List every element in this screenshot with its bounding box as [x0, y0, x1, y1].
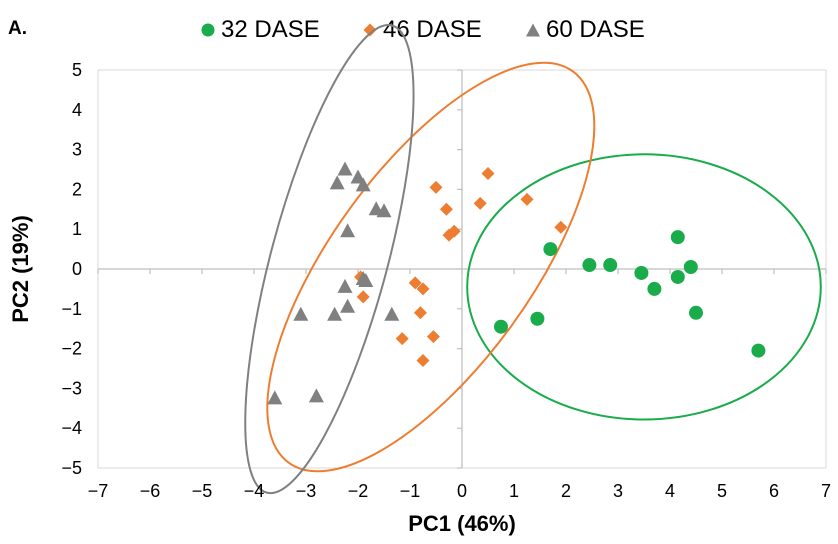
y-tick-label: 4	[72, 100, 82, 120]
point-series-2	[384, 306, 400, 321]
point-series-2	[350, 169, 366, 184]
point-series-0	[670, 269, 685, 284]
x-tick-label: −3	[296, 481, 317, 501]
x-tick-label: 6	[769, 481, 779, 501]
point-series-0	[634, 265, 649, 280]
y-tick-label: −3	[61, 378, 82, 398]
y-tick-label: −1	[61, 299, 82, 319]
point-series-0	[670, 230, 685, 245]
point-series-2	[329, 175, 345, 190]
point-series-1	[520, 192, 534, 206]
x-tick-label: 7	[821, 481, 831, 501]
point-series-1	[554, 220, 568, 234]
x-tick-label: −7	[88, 481, 109, 501]
point-series-1	[447, 224, 461, 238]
point-series-2	[293, 306, 309, 321]
legend: 32 DASE 46 DASE 60 DASE	[0, 16, 838, 46]
point-series-0	[530, 311, 545, 326]
point-series-2	[337, 278, 353, 293]
point-series-2	[355, 177, 371, 192]
y-tick-label: −2	[61, 339, 82, 359]
axes	[97, 69, 827, 469]
x-tick-label: −4	[244, 481, 265, 501]
point-series-1	[408, 276, 422, 290]
y-tick-label: −5	[61, 458, 82, 478]
point-series-0	[683, 260, 698, 275]
point-series-0	[751, 343, 766, 358]
legend-entry-series-0: 32 DASE	[200, 16, 320, 44]
data-points	[267, 161, 766, 405]
point-series-2	[308, 388, 324, 403]
point-series-1	[426, 330, 440, 344]
point-series-1	[481, 166, 495, 180]
point-series-0	[582, 258, 597, 273]
x-tick-label: 3	[613, 481, 623, 501]
point-series-2	[340, 223, 356, 238]
ellipse-series-1	[266, 61, 596, 473]
legend-label-series-2: 60 DASE	[546, 16, 645, 43]
tick-labels: −7 −6 −5 −4 −3 −2 −1 0 1 2 3 4 5 6 7 5 4 3 2 1 0 −1 −2 −3 −4 −5	[61, 60, 831, 501]
point-series-1	[416, 354, 430, 368]
legend-label-series-0: 32 DASE	[221, 16, 320, 43]
x-tick-label: 1	[509, 481, 519, 501]
point-series-2	[376, 203, 392, 218]
x-tick-label: 5	[717, 481, 727, 501]
y-tick-label: 5	[72, 60, 82, 80]
point-series-1	[429, 180, 443, 194]
point-series-1	[416, 282, 430, 296]
y-tick-label: 3	[72, 140, 82, 160]
point-series-1	[473, 196, 487, 210]
x-tick-label: 0	[457, 481, 467, 501]
x-axis-title: PC1 (46%)	[408, 511, 516, 536]
point-series-1	[439, 202, 453, 216]
point-series-2	[267, 390, 283, 405]
point-series-1	[395, 332, 409, 346]
legend-entry-series-2: 60 DASE	[525, 16, 645, 44]
x-tick-label: 2	[561, 481, 571, 501]
x-tick-label: −1	[400, 481, 421, 501]
point-series-0	[647, 281, 662, 296]
legend-diamond-marker	[363, 23, 377, 37]
ellipse-series-0	[466, 153, 822, 421]
y-tick-label: 0	[72, 259, 82, 279]
x-tick-label: −2	[348, 481, 369, 501]
legend-circle-marker	[201, 23, 215, 37]
y-tick-label: 2	[72, 179, 82, 199]
ellipse-series-2	[244, 24, 415, 495]
panel-label: A.	[8, 18, 27, 39]
point-series-0	[494, 319, 508, 334]
confidence-ellipses	[244, 24, 822, 495]
x-tick-label: −5	[192, 481, 213, 501]
point-series-0	[603, 258, 618, 273]
point-series-0	[689, 305, 703, 320]
point-series-2	[337, 161, 353, 176]
point-series-1	[413, 306, 427, 320]
y-tick-label: 1	[72, 219, 82, 239]
point-series-1	[356, 290, 370, 304]
x-tick-label: −6	[140, 481, 161, 501]
y-axis-title: PC2 (19%)	[8, 215, 33, 323]
legend-triangle-marker	[526, 23, 540, 37]
point-series-0	[543, 242, 558, 257]
point-series-2	[340, 298, 356, 313]
point-series-2	[327, 306, 343, 321]
point-series-2	[358, 272, 374, 287]
y-tick-label: −4	[61, 418, 82, 438]
x-tick-label: 4	[665, 481, 675, 501]
